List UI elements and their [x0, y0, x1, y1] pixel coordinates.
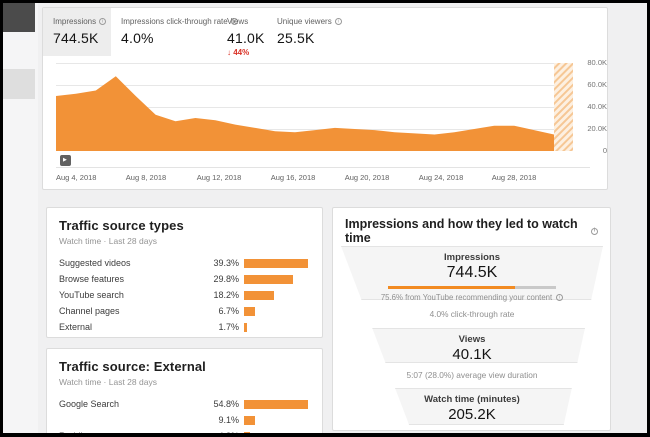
list-item: YouTube search 18.2% [59, 287, 310, 303]
tab-unique-viewers-value: 25.5K [277, 30, 315, 46]
source-percent: 39.3% [213, 258, 239, 268]
tab-click-through-rate[interactable]: Impressions click-through rate 4.0% [111, 8, 238, 56]
x-axis-tick: Aug 20, 2018 [344, 173, 390, 182]
percent-bar [244, 431, 250, 433]
info-icon[interactable] [556, 294, 564, 301]
stage-value: 205.2K [448, 406, 496, 423]
cropped-chrome-dark-block [3, 3, 35, 32]
funnel-connector-ctr: 4.0% click-through rate [341, 300, 603, 328]
traffic-source-external-card: Traffic source: External Watch time · La… [46, 348, 323, 433]
tab-impressions[interactable]: Impressions 744.5K [43, 8, 111, 56]
y-axis-tick: 0 [602, 146, 607, 155]
tab-impressions-value: 744.5K [53, 30, 99, 46]
source-percent: 6.7% [218, 306, 239, 316]
cropped-chrome-light-block [3, 69, 35, 99]
tab-views-value: 41.0K [227, 30, 265, 46]
x-axis-tick: Aug 8, 2018 [125, 173, 167, 182]
traffic-source-types-card: Traffic source types Watch time · Last 2… [46, 207, 323, 338]
tab-views[interactable]: Views 41.0K ↓ 44% [217, 8, 269, 57]
y-axis-tick: 20.0K [587, 124, 607, 133]
impressions-share-bar-fill [388, 286, 515, 289]
views-delta-badge: ↓ 44% [227, 48, 250, 57]
source-percent: 9.1% [218, 415, 239, 425]
list-item: Browse features 29.8% [59, 271, 310, 287]
source-label: Channel pages [59, 306, 120, 316]
tab-unique-viewers-label: Unique viewers [277, 17, 332, 26]
percent-bar [244, 415, 255, 425]
source-percent: 4.8% [201, 431, 239, 433]
source-label: Google Search [59, 399, 120, 409]
card-title: Traffic source: External [59, 359, 206, 374]
funnel-connector-view-duration: 5:07 (28.0%) average view duration [341, 363, 603, 388]
y-axis-tick: 60.0K [587, 80, 607, 89]
tab-unique-viewers[interactable]: Unique viewers 25.5K [269, 8, 389, 56]
impressions-share-caption: 75.6% from YouTube recommending your con… [380, 293, 553, 302]
metric-tabs: Impressions 744.5K Impressions click-thr… [43, 8, 607, 57]
tab-views-label: Views [227, 17, 249, 26]
info-icon[interactable] [591, 227, 598, 235]
list-item: Suggested videos 39.3% [59, 255, 310, 271]
stage-value: 40.1K [452, 346, 492, 363]
connector-text: 5:07 (28.0%) average view duration [406, 370, 538, 380]
impressions-overview-card: Impressions 744.5K Impressions click-thr… [42, 7, 608, 190]
tab-ctr-value: 4.0% [121, 30, 154, 46]
x-axis-tick: Aug 12, 2018 [196, 173, 242, 182]
stage-label: Views [458, 334, 486, 345]
percent-bar [244, 290, 274, 300]
stage-label: Watch time (minutes) [424, 394, 520, 405]
funnel-stage-watch-time: Watch time (minutes) 205.2K [341, 388, 603, 425]
connector-text: 4.0% click-through rate [429, 309, 515, 319]
impressions-share-bar [388, 286, 556, 289]
impressions-funnel-card: Impressions and how they led to watch ti… [332, 207, 611, 431]
analytics-page: Impressions 744.5K Impressions click-thr… [3, 3, 647, 433]
tab-impressions-label: Impressions [53, 17, 97, 26]
funnel-stage-impressions: Impressions 744.5K 75.6% from YouTube re… [341, 246, 603, 302]
percent-bar [244, 306, 255, 316]
card-subtitle: Watch time · Last 28 days [59, 377, 157, 387]
list-item: 9.1% [59, 412, 310, 428]
traffic-source-external-list: Google Search 54.8% 9.1% Reddit 4.8% [47, 387, 322, 433]
source-percent: 54.8% [213, 399, 239, 409]
funnel: Impressions 744.5K 75.6% from YouTube re… [341, 246, 603, 425]
x-axis-tick: Aug 16, 2018 [270, 173, 316, 182]
x-axis: Aug 4, 2018 Aug 8, 2018 Aug 12, 2018 Aug… [56, 167, 590, 187]
source-label: Suggested videos [59, 258, 131, 268]
traffic-source-types-list: Suggested videos 39.3% Browse features 2… [47, 246, 322, 335]
impressions-area-series [56, 76, 554, 151]
source-label: External [59, 322, 93, 332]
info-icon[interactable] [99, 18, 107, 25]
source-label: Browse features [59, 274, 125, 284]
cropped-browser-chrome [3, 3, 38, 433]
list-item: External 1.7% [59, 319, 310, 335]
x-axis-tick: Aug 4, 2018 [56, 173, 97, 182]
y-axis-tick: 40.0K [587, 102, 607, 111]
y-axis-tick: 80.0K [587, 58, 607, 67]
card-title: Traffic source types [59, 218, 184, 233]
partial-data-hatch-band [554, 63, 573, 151]
card-subtitle: Watch time · Last 28 days [59, 236, 157, 246]
play-button[interactable] [60, 155, 71, 166]
card-title: Impressions and how they led to watch ti… [345, 217, 578, 245]
percent-bar [244, 322, 247, 332]
source-label: YouTube search [59, 290, 124, 300]
source-percent: 18.2% [213, 290, 239, 300]
percent-bar [244, 399, 308, 409]
percent-bar [244, 258, 308, 268]
funnel-stage-views: Views 40.1K [341, 328, 603, 363]
x-axis-tick: Aug 28, 2018 [491, 173, 537, 182]
percent-bar [244, 274, 293, 284]
tab-ctr-label: Impressions click-through rate [121, 17, 228, 26]
list-item: Channel pages 6.7% [59, 303, 310, 319]
x-axis-tick: Aug 24, 2018 [418, 173, 464, 182]
source-percent: 29.8% [213, 274, 239, 284]
source-percent: 1.7% [218, 322, 239, 332]
stage-value: 744.5K [446, 264, 498, 281]
info-icon[interactable] [334, 18, 342, 25]
impressions-area-chart[interactable] [56, 63, 573, 151]
list-item: Reddit 4.8% [59, 428, 310, 433]
stage-label: Impressions [444, 252, 500, 263]
list-item: Google Search 54.8% [59, 396, 310, 412]
source-label: Reddit [59, 431, 201, 433]
info-icon[interactable] [230, 18, 238, 25]
